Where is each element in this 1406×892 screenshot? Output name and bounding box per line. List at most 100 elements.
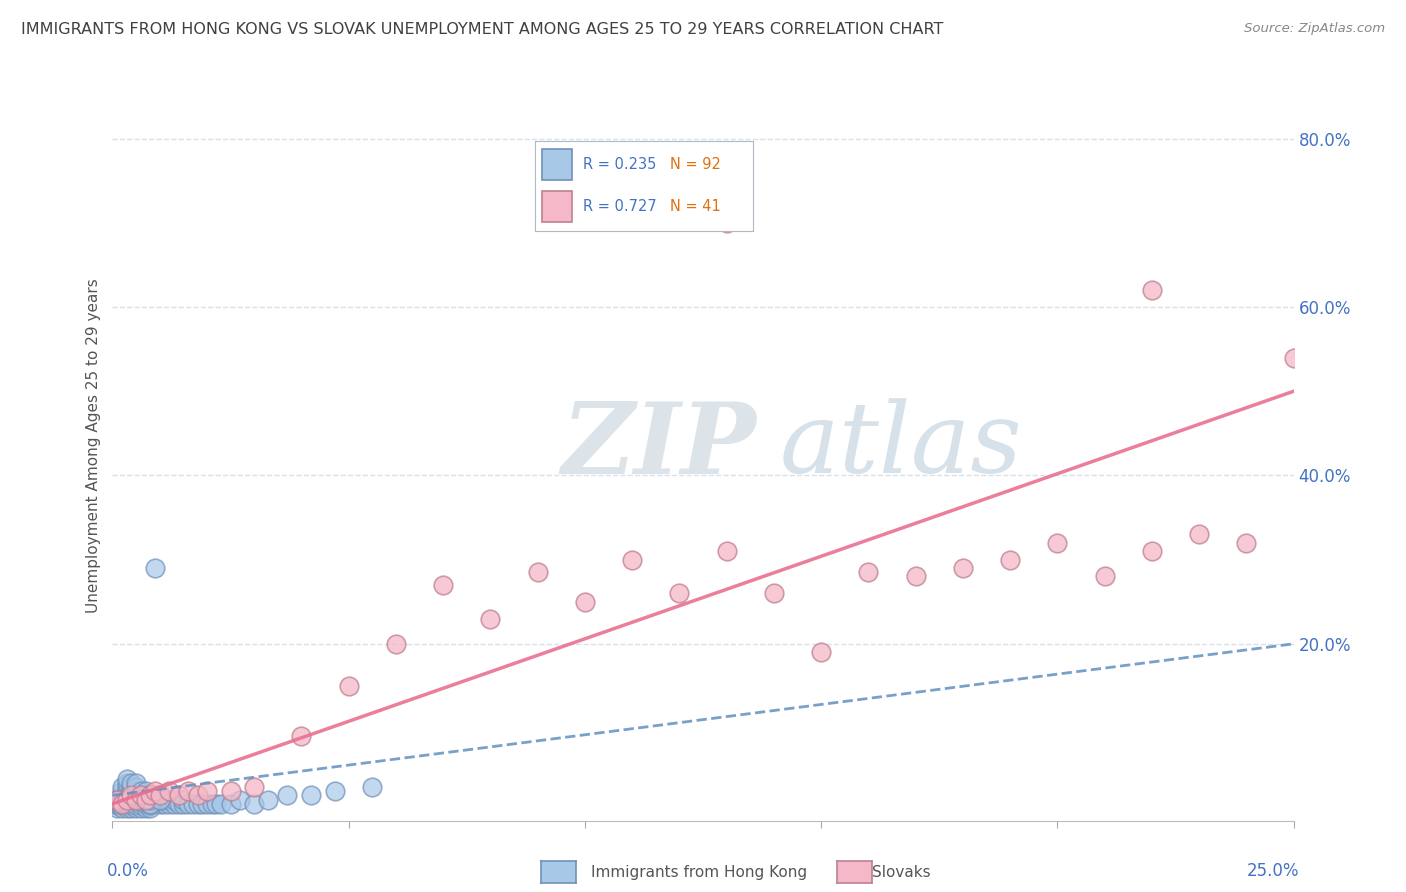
Point [157,784,180,798]
Point [105,801,128,815]
Point [952,561,974,575]
Point [257,792,280,806]
Point [115,784,138,798]
Point [195,797,218,811]
Point [120,801,142,815]
Point [323,784,346,798]
Point [135,792,157,806]
Bar [541,192,572,222]
Point [143,561,166,575]
Point [149,789,172,803]
Point [149,797,172,811]
Point [125,784,148,798]
Text: Slovaks: Slovaks [872,865,931,880]
Point [243,797,266,811]
Point [139,801,162,815]
Text: IMMIGRANTS FROM HONG KONG VS SLOVAK UNEMPLOYMENT AMONG AGES 25 TO 29 YEARS CORRE: IMMIGRANTS FROM HONG KONG VS SLOVAK UNEM… [21,22,943,37]
Point [125,801,148,815]
Point [139,792,162,806]
Point [337,679,360,693]
Point [120,780,142,794]
Point [115,772,138,786]
Point [115,776,138,790]
Point [111,797,134,811]
Point [129,792,152,806]
Point [276,789,298,803]
Point [120,798,142,813]
Point [163,792,186,806]
Point [139,797,162,811]
Point [716,216,738,230]
Point [115,789,138,803]
Point [181,797,204,811]
Point [229,792,252,806]
Point [172,797,194,811]
Point [111,798,134,813]
Point [186,797,208,811]
Point [111,797,134,811]
Point [120,784,142,798]
Point [1282,351,1305,365]
Point [621,552,644,566]
Point [135,789,157,803]
Point [195,784,218,798]
Point [125,798,148,813]
Text: N = 92: N = 92 [671,157,721,172]
Point [115,780,138,794]
Point [135,797,157,811]
Point [111,792,134,806]
Point [157,797,180,811]
Point [105,792,128,806]
Point [157,792,180,806]
Point [120,792,142,806]
Point [153,797,176,811]
Point [135,797,157,811]
Point [385,637,408,651]
Point [129,784,152,798]
Point [105,792,128,806]
Point [115,797,138,811]
Point [299,789,322,803]
Point [149,789,172,803]
Point [115,801,138,815]
Point [716,544,738,558]
Bar [541,150,572,180]
Point [177,784,200,798]
Text: 25.0%: 25.0% [1247,862,1299,880]
Point [129,789,152,803]
Point [115,792,138,806]
Point [129,789,152,803]
Point [163,797,186,811]
Point [120,789,142,803]
Point [129,798,152,813]
Point [139,789,162,803]
Text: N = 41: N = 41 [671,199,721,214]
Point [115,798,138,813]
Point [153,792,176,806]
Point [111,780,134,794]
Point [904,569,927,583]
Point [191,797,214,811]
Point [139,797,162,811]
Point [810,645,832,659]
Point [361,780,384,794]
Point [201,797,224,811]
Text: Immigrants from Hong Kong: Immigrants from Hong Kong [591,865,807,880]
Point [125,792,148,806]
Point [290,730,312,744]
Point [1046,536,1069,550]
Point [129,795,152,809]
Point [1140,544,1163,558]
Text: atlas: atlas [780,399,1022,493]
Point [105,795,128,809]
Point [167,797,190,811]
Text: Source: ZipAtlas.com: Source: ZipAtlas.com [1244,22,1385,36]
Point [209,797,232,811]
Point [149,792,172,806]
Point [135,784,157,798]
Point [1188,527,1211,541]
Point [139,798,162,813]
Point [167,789,190,803]
Point [125,776,148,790]
Point [120,797,142,811]
